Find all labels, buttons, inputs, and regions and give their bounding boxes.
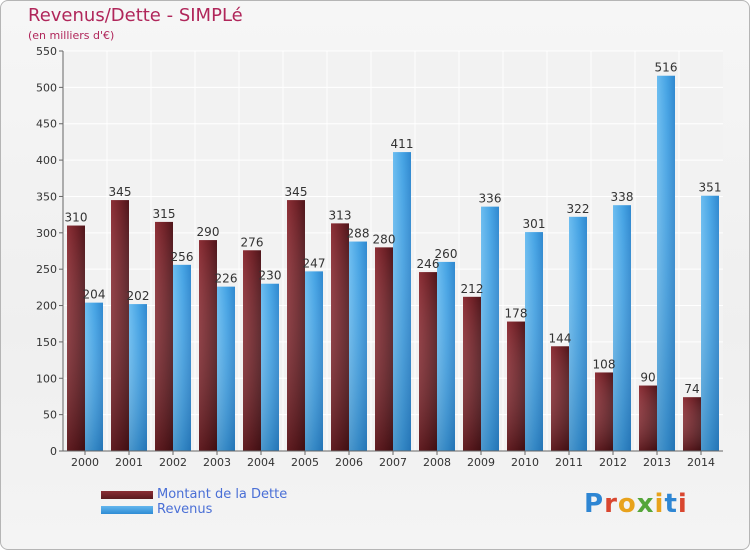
bar-shade-debt-2003 [199, 240, 217, 451]
bar-shade-debt-2014 [683, 397, 701, 451]
bar-shade-revenue-2007 [393, 152, 411, 451]
data-label-revenue-2002: 256 [171, 250, 194, 264]
data-label-debt-2005: 345 [285, 185, 308, 199]
x-tick-label: 2011 [555, 456, 583, 469]
y-tick-label: 300 [36, 227, 57, 240]
x-tick-label: 2007 [379, 456, 407, 469]
x-tick-label: 2009 [467, 456, 495, 469]
bar-shade-debt-2010 [507, 321, 525, 451]
bar-shade-revenue-2008 [437, 261, 455, 451]
bar-shade-revenue-2002 [173, 264, 191, 451]
chart-subtitle: (en milliers d'€) [28, 29, 115, 42]
bar-shade-revenue-2001 [129, 304, 147, 451]
x-tick-label: 2012 [599, 456, 627, 469]
bar-shade-revenue-2010 [525, 232, 543, 451]
x-tick-label: 2001 [115, 456, 143, 469]
x-tick-label: 2014 [687, 456, 715, 469]
data-label-revenue-2013: 516 [655, 61, 678, 75]
x-tick-label: 2004 [247, 456, 275, 469]
data-label-revenue-2012: 338 [611, 190, 634, 204]
legend-swatch-revenue [101, 506, 153, 514]
data-label-debt-2002: 315 [153, 207, 176, 221]
data-label-revenue-2008: 260 [435, 247, 458, 261]
data-label-debt-2012: 108 [593, 357, 616, 371]
data-label-debt-2009: 212 [461, 282, 484, 296]
x-tick-label: 2008 [423, 456, 451, 469]
bar-shade-debt-2011 [551, 346, 569, 451]
bar-shade-debt-2007 [375, 247, 393, 451]
y-tick-label: 450 [36, 118, 57, 131]
data-label-debt-2008: 246 [417, 257, 440, 271]
x-tick-label: 2003 [203, 456, 231, 469]
bar-shade-revenue-2009 [481, 206, 499, 451]
data-label-revenue-2003: 226 [215, 272, 238, 286]
y-tick-label: 150 [36, 336, 57, 349]
bar-shade-revenue-2004 [261, 283, 279, 451]
legend-label-revenue: Revenus [157, 502, 213, 517]
bar-shade-debt-2004 [243, 250, 261, 451]
data-label-revenue-2000: 204 [83, 288, 106, 302]
data-label-revenue-2001: 202 [127, 289, 150, 303]
legend-swatch-debt [101, 491, 153, 499]
x-tick-label: 2005 [291, 456, 319, 469]
legend-label-debt: Montant de la Dette [157, 487, 288, 502]
bar-shade-debt-2013 [639, 385, 657, 451]
y-tick-label: 500 [36, 81, 57, 94]
bar-shade-debt-2005 [287, 200, 305, 451]
y-tick-label: 350 [36, 190, 57, 203]
data-label-debt-2003: 290 [197, 225, 220, 239]
y-tick-label: 0 [50, 445, 57, 458]
x-tick-label: 2010 [511, 456, 539, 469]
bar-shade-revenue-2012 [613, 205, 631, 451]
data-label-revenue-2009: 336 [479, 192, 502, 206]
bar-shade-revenue-2003 [217, 286, 235, 451]
bar-shade-revenue-2000 [85, 302, 103, 451]
x-tick-label: 2002 [159, 456, 187, 469]
data-label-revenue-2011: 322 [567, 202, 590, 216]
bar-shade-revenue-2005 [305, 271, 323, 451]
bar-shade-revenue-2006 [349, 241, 367, 451]
data-label-debt-2001: 345 [109, 185, 132, 199]
y-tick-label: 100 [36, 372, 57, 385]
data-label-debt-2006: 313 [329, 208, 352, 222]
bar-shade-debt-2002 [155, 221, 173, 451]
bar-shade-debt-2009 [463, 296, 481, 451]
data-label-debt-2007: 280 [373, 232, 396, 246]
bar-shade-debt-2000 [67, 225, 85, 451]
data-label-debt-2000: 310 [65, 211, 88, 225]
y-tick-label: 550 [36, 45, 57, 58]
data-label-revenue-2006: 288 [347, 227, 370, 241]
x-tick-label: 2013 [643, 456, 671, 469]
data-label-revenue-2005: 247 [303, 256, 326, 270]
data-label-debt-2004: 276 [241, 235, 264, 249]
data-label-debt-2011: 144 [549, 331, 572, 345]
y-tick-label: 50 [43, 409, 57, 422]
x-tick-label: 2006 [335, 456, 363, 469]
bar-shade-revenue-2014 [701, 195, 719, 451]
data-label-revenue-2004: 230 [259, 269, 282, 283]
data-label-debt-2010: 178 [505, 307, 528, 321]
y-tick-label: 250 [36, 263, 57, 276]
data-label-revenue-2010: 301 [523, 217, 546, 231]
bar-shade-debt-2012 [595, 372, 613, 451]
bar-shade-revenue-2013 [657, 75, 675, 452]
bar-shade-debt-2008 [419, 272, 437, 451]
data-label-revenue-2014: 351 [699, 181, 722, 195]
bar-shade-revenue-2011 [569, 216, 587, 451]
data-label-debt-2013: 90 [640, 371, 655, 385]
data-label-revenue-2007: 411 [391, 137, 414, 151]
bar-shade-debt-2006 [331, 223, 349, 451]
chart-title: Revenus/Dette - SIMPLé [28, 5, 243, 26]
proxiti-logo: Proxiti [584, 489, 688, 519]
data-label-debt-2014: 74 [684, 382, 699, 396]
y-tick-label: 400 [36, 154, 57, 167]
x-tick-label: 2000 [71, 456, 99, 469]
bar-shade-debt-2001 [111, 200, 129, 451]
y-tick-label: 200 [36, 300, 57, 313]
